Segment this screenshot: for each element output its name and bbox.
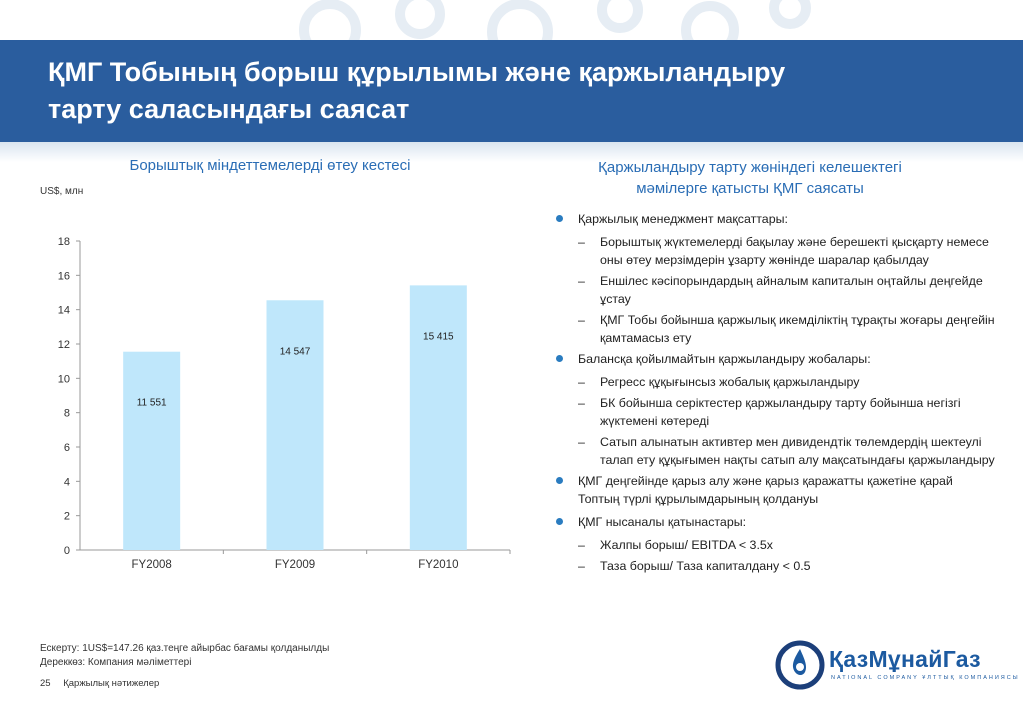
decorative-circles (299, 0, 811, 40)
policy-sub-item: – Жалпы борыш/ EBITDA < 3.5x (555, 536, 995, 554)
policy-sub-item: – Таза борыш/ Таза капиталдану < 0.5 (555, 557, 995, 575)
policy-title-line-1: Қаржыландыру тарту жөніндегі келешектегі (598, 159, 902, 176)
logo-brand-text: ҚазМұнайГаз (829, 646, 981, 672)
bar-FY2009 (266, 300, 324, 550)
policy-sub-text: Борыштық жүктемелерді бақылау және береш… (600, 235, 989, 267)
y-tick-label: 10 (58, 373, 70, 385)
policy-sub-item: – ҚМГ Тобы бойынша қаржылық икемділіктің … (555, 311, 995, 347)
y-tick-label: 14 (58, 305, 70, 317)
bar-data-label: 15 415 (423, 331, 454, 342)
company-logo: ҚазМұнайГаз NATIONAL COMPANY ҰЛТТЫҚ КОМП… (775, 640, 1018, 690)
x-tick-label: FY2010 (418, 559, 458, 571)
dash-icon: – (578, 235, 585, 249)
title-line-2: тарту саласындағы саясат (48, 94, 410, 124)
policy-sub-text: Таза борыш/ Таза капиталдану < 0.5 (600, 559, 811, 573)
section-name: Қаржылық нәтижелер (63, 678, 160, 689)
policy-sub-text: Еншілес кәсіпорындардың айналым капиталы… (600, 274, 983, 306)
footnote-source: Дереккөз: Компания мәліметтері (40, 657, 192, 668)
bullet-dot-icon (556, 215, 563, 222)
dash-icon: – (578, 396, 585, 410)
x-tick-label: FY2009 (275, 559, 315, 571)
dash-icon: – (578, 313, 585, 327)
policy-bullet-text: ҚМГ нысаналы қатынастары: (578, 515, 747, 529)
y-tick-label: 6 (64, 442, 70, 454)
footnotes: Ескерту: 1US$=147.26 қаз.теңге айырбас б… (40, 642, 329, 670)
policy-bullet: ҚМГ нысаналы қатынастары: (555, 513, 995, 531)
y-tick-label: 8 (64, 408, 70, 420)
policy-sub-text: Сатып алынатын активтер мен дивидендтік … (600, 435, 995, 467)
bullet-dot-icon (556, 518, 563, 525)
y-tick-label: 0 (64, 545, 70, 557)
top-decoration-area (0, 0, 1023, 40)
footnote-exchange-rate: Ескерту: 1US$=147.26 қаз.теңге айырбас б… (40, 643, 330, 654)
bullet-dot-icon (556, 477, 563, 484)
bar-FY2010 (409, 285, 467, 550)
policy-sub-item: – Борыштық жүктемелерді бақылау және бере… (555, 233, 995, 269)
policy-sub-text: Жалпы борыш/ EBITDA < 3.5x (600, 538, 773, 552)
dash-icon: – (578, 538, 585, 552)
policy-sub-text: БК бойынша серіктестер қаржыландыру тарт… (600, 396, 961, 428)
y-tick-label: 4 (64, 476, 70, 488)
policy-sub-item: – Сатып алынатын активтер мен дивидендтік… (555, 433, 995, 469)
dash-icon: – (578, 274, 585, 288)
logo-emblem-icon (775, 640, 825, 690)
policy-bullet-text: Балансқа қойылмайтын қаржыландыру жобала… (578, 352, 871, 366)
page-number: 25 (40, 678, 51, 689)
title-line-1: ҚМГ Тобының борыш құрылымы және қаржылан… (48, 57, 786, 87)
page-footer: 25 Қаржылық нәтижелер (40, 678, 159, 689)
policy-bullet-text: ҚМГ деңгейінде қарыз алу және қарыз қара… (578, 474, 953, 506)
debt-repayment-chart: 0 2 4 6 8 10 12 14 16 18 11 551 FY2008 14 547 FY2009 1… (58, 236, 511, 571)
policy-sub-item: – Еншілес кәсіпорындардың айналым капитал… (555, 272, 995, 308)
y-tick-label: 12 (58, 339, 70, 351)
title-banner: ҚМГ Тобының борыш құрылымы және қаржылан… (0, 40, 1023, 142)
x-tick-label: FY2008 (132, 559, 172, 571)
dash-icon: – (578, 375, 585, 389)
bar-data-label: 14 547 (280, 346, 311, 357)
bar-FY2008 (123, 351, 181, 550)
logo-subtitle: NATIONAL COMPANY ҰЛТТЫҚ КОМПАНИЯСЫ (831, 675, 1020, 681)
y-tick-label: 16 (58, 270, 70, 282)
policy-bullet: Балансқа қойылмайтын қаржыландыру жобала… (555, 350, 995, 368)
dash-icon: – (578, 435, 585, 449)
bar-data-label: 11 551 (137, 398, 167, 409)
y-tick-label: 18 (58, 236, 70, 248)
banner-shadow (0, 142, 1023, 162)
policy-section-title: Қаржыландыру тарту жөніндегі келешектегі… (530, 157, 970, 199)
policy-sub-item: – Регресс құқығынсыз жобалық қаржыландыру (555, 373, 995, 391)
chart-section-title: Борыштық міндеттемелерді өтеу кестесі (129, 157, 411, 174)
y-tick-label: 2 (64, 511, 70, 523)
policy-sub-text: ҚМГ Тобы бойынша қаржылық икемділіктің т… (600, 313, 995, 345)
policy-sub-text: Регресс құқығынсыз жобалық қаржыландыру (600, 375, 860, 389)
page-title: ҚМГ Тобының борыш құрылымы және қаржылан… (48, 54, 948, 128)
policy-bullet-text: Қаржылық менеджмент мақсаттары: (578, 212, 788, 226)
policy-list: Қаржылық менеджмент мақсаттары: – Борыштық… (555, 210, 995, 578)
chart-unit-label: US$, млн (40, 186, 84, 197)
policy-title-line-2: мәмілерге қатысты ҚМГ саясаты (636, 180, 864, 197)
dash-icon: – (578, 559, 585, 573)
policy-sub-item: – БК бойынша серіктестер қаржыландыру тар… (555, 394, 995, 430)
policy-bullet: ҚМГ деңгейінде қарыз алу және қарыз қара… (555, 472, 995, 508)
bullet-dot-icon (556, 355, 563, 362)
policy-bullet: Қаржылық менеджмент мақсаттары: (555, 210, 995, 228)
